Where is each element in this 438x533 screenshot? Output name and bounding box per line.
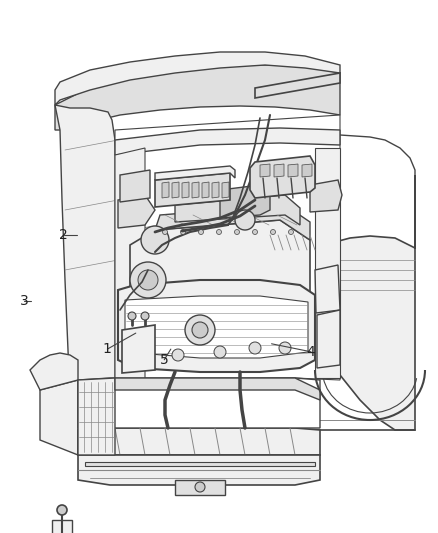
Polygon shape <box>155 205 310 240</box>
Circle shape <box>141 226 169 254</box>
Polygon shape <box>115 378 320 400</box>
Polygon shape <box>78 378 320 428</box>
Text: 2: 2 <box>59 228 68 241</box>
Polygon shape <box>315 265 340 313</box>
Polygon shape <box>78 428 320 455</box>
Polygon shape <box>315 175 415 430</box>
Circle shape <box>162 230 167 235</box>
Polygon shape <box>212 182 219 198</box>
Circle shape <box>289 230 293 235</box>
Polygon shape <box>315 148 340 378</box>
Circle shape <box>192 322 208 338</box>
Polygon shape <box>78 455 320 485</box>
Text: 4: 4 <box>307 345 315 359</box>
Circle shape <box>198 230 204 235</box>
Polygon shape <box>182 182 189 198</box>
Text: 5: 5 <box>160 353 169 367</box>
Circle shape <box>141 312 149 320</box>
Polygon shape <box>175 480 225 495</box>
Circle shape <box>130 262 166 298</box>
Text: 3: 3 <box>20 294 28 308</box>
Circle shape <box>214 346 226 358</box>
Polygon shape <box>85 462 315 466</box>
Polygon shape <box>118 195 155 228</box>
Circle shape <box>195 482 205 492</box>
Polygon shape <box>115 148 145 378</box>
Polygon shape <box>222 182 229 198</box>
Circle shape <box>57 505 67 515</box>
Polygon shape <box>310 180 342 212</box>
Text: 1: 1 <box>103 342 112 356</box>
Circle shape <box>252 230 258 235</box>
Polygon shape <box>115 128 340 155</box>
Circle shape <box>249 342 261 354</box>
Polygon shape <box>172 182 179 198</box>
Circle shape <box>216 230 222 235</box>
Polygon shape <box>175 195 300 225</box>
Polygon shape <box>40 380 78 455</box>
Polygon shape <box>118 280 315 372</box>
Circle shape <box>234 230 240 235</box>
Polygon shape <box>192 182 199 198</box>
Polygon shape <box>202 182 209 198</box>
Polygon shape <box>155 166 235 180</box>
Polygon shape <box>55 65 340 130</box>
Polygon shape <box>52 520 72 533</box>
Circle shape <box>185 315 215 345</box>
Polygon shape <box>55 52 340 105</box>
Polygon shape <box>288 164 298 177</box>
Circle shape <box>271 230 276 235</box>
Polygon shape <box>274 164 284 177</box>
Polygon shape <box>260 164 270 177</box>
Polygon shape <box>130 220 310 320</box>
Polygon shape <box>155 173 230 207</box>
Polygon shape <box>55 105 120 455</box>
Polygon shape <box>317 310 340 368</box>
Polygon shape <box>125 296 308 358</box>
Circle shape <box>172 349 184 361</box>
Circle shape <box>128 312 136 320</box>
Polygon shape <box>115 115 340 380</box>
Polygon shape <box>122 325 155 373</box>
Polygon shape <box>255 73 340 98</box>
Polygon shape <box>78 378 115 455</box>
Polygon shape <box>220 185 270 218</box>
Circle shape <box>180 230 186 235</box>
Circle shape <box>279 342 291 354</box>
Polygon shape <box>255 135 415 248</box>
Polygon shape <box>120 170 150 202</box>
Polygon shape <box>162 182 169 198</box>
Polygon shape <box>302 164 312 177</box>
Circle shape <box>235 210 255 230</box>
Polygon shape <box>30 353 78 390</box>
Circle shape <box>138 270 158 290</box>
Polygon shape <box>250 156 315 198</box>
